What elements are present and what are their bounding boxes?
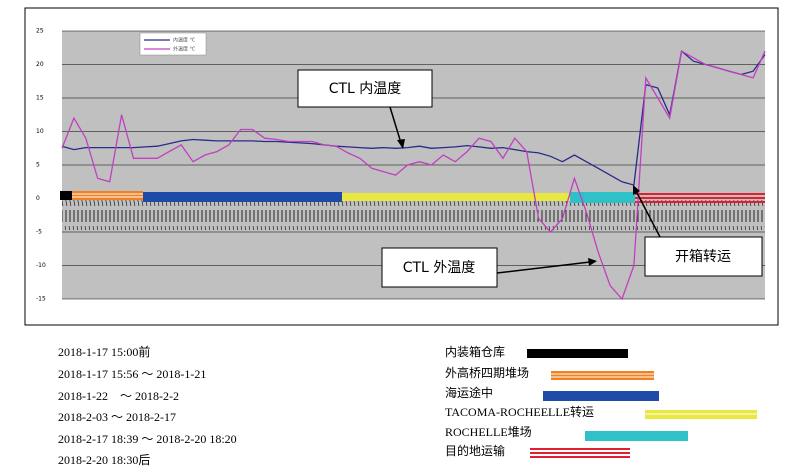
y-tick-label: -10 (36, 262, 46, 269)
y-tick-label: 15 (36, 95, 44, 102)
phase-bar (342, 193, 570, 201)
phase-bars (60, 191, 765, 203)
annotation: CTL 内温度 (329, 81, 402, 97)
phase-label: ROCHELLE堆场 (445, 425, 532, 439)
phase-swatch (585, 431, 688, 441)
legend-label: 外温度 ℃ (173, 46, 196, 53)
annotations: CTL 内温度 CTL 外温度 开箱转运 (297, 69, 763, 288)
arrow-head (397, 139, 405, 149)
annotation-box (297, 69, 433, 108)
phase-label: 目的地运输 (445, 443, 505, 458)
y-tick-label: -15 (36, 296, 46, 303)
series-line (61, 49, 766, 186)
period: 2018-1-22 ～ 2018-2-2 (58, 389, 179, 403)
phase-label: TACOMA-ROCHEELLE转运 (445, 404, 594, 419)
arrow (635, 190, 661, 238)
phase-bar (570, 192, 635, 203)
phase-bar (60, 191, 72, 200)
period: 2018-2-03 ～ 2018-2-17 (58, 410, 176, 424)
phase-swatch (527, 349, 628, 358)
phase-label: 外高桥四期堆场 (445, 365, 529, 380)
phase-legend: 内装箱仓库 外高桥四期堆场 海运途中 TACOMA-ROCHEELLE转运 RO… (445, 344, 757, 458)
y-tick-label: -5 (36, 229, 42, 236)
y-tick-label: 25 (36, 28, 44, 35)
y-tick-label: 10 (36, 128, 44, 135)
x-axis-ticks (62, 200, 765, 230)
y-tick-label: 5 (36, 162, 40, 169)
period: 2018-1-17 15:56 ～ 2018-1-21 (58, 367, 206, 381)
phase-swatch (543, 391, 659, 401)
arrow-head (588, 258, 597, 266)
y-tick-label: 20 (36, 61, 44, 68)
annotation: 开箱转运 (675, 249, 731, 265)
arrow (389, 106, 402, 144)
period-list: 2018-1-17 15:00前 2018-1-17 15:56 ～ 2018-… (58, 344, 237, 467)
phase-swatch (551, 371, 654, 380)
arrow (496, 261, 591, 274)
period: 2018-1-17 15:00前 (58, 344, 150, 359)
annotation: CTL 外温度 (403, 260, 476, 276)
series-line (61, 50, 766, 301)
period: 2018-2-20 18:30后 (58, 453, 150, 467)
phase-bar (143, 192, 342, 202)
arrow-head (633, 185, 640, 195)
phase-bar (72, 191, 143, 200)
legend-label: 内温度 ℃ (173, 37, 196, 44)
period: 2018-2-17 18:39 ～ 2018-2-20 18:20 (58, 432, 237, 446)
annotation-box (381, 247, 498, 288)
phase-label: 海运途中 (445, 385, 493, 400)
y-tick-label: 0 (36, 195, 40, 202)
annotation-box (644, 236, 763, 277)
phase-label: 内装箱仓库 (445, 344, 505, 359)
